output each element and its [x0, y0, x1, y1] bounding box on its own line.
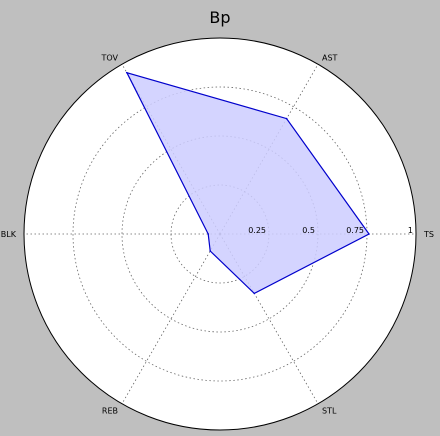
- spoke-line: [121, 233, 221, 404]
- series-point: [253, 292, 256, 295]
- series-point: [285, 117, 288, 120]
- axis-label-tov: TOV: [100, 53, 118, 62]
- series-point: [126, 71, 128, 74]
- axis-label-blk: BLK: [1, 230, 17, 239]
- axis-label-ast: AST: [322, 53, 338, 62]
- series-point: [209, 250, 211, 252]
- r-tick-label: 0.75: [346, 226, 364, 235]
- series-point: [207, 233, 210, 235]
- series-layer: [125, 71, 370, 295]
- axis-label-stl: STL: [322, 407, 337, 416]
- r-tick-label: 1: [408, 226, 413, 235]
- r-tick-label: 0.25: [248, 226, 266, 235]
- axis-label-reb: REB: [102, 407, 118, 416]
- axis-label-ts: TS: [423, 230, 434, 239]
- series-area: [126, 72, 370, 294]
- outer-ring: [23, 37, 417, 431]
- r-tick-label: 0.5: [302, 226, 315, 235]
- chart-title: Bp: [209, 8, 230, 27]
- axis-labels: 0.25 0.5 0.75 1 TS AST TOV BLK REB STL: [1, 53, 434, 415]
- series-point: [368, 233, 370, 235]
